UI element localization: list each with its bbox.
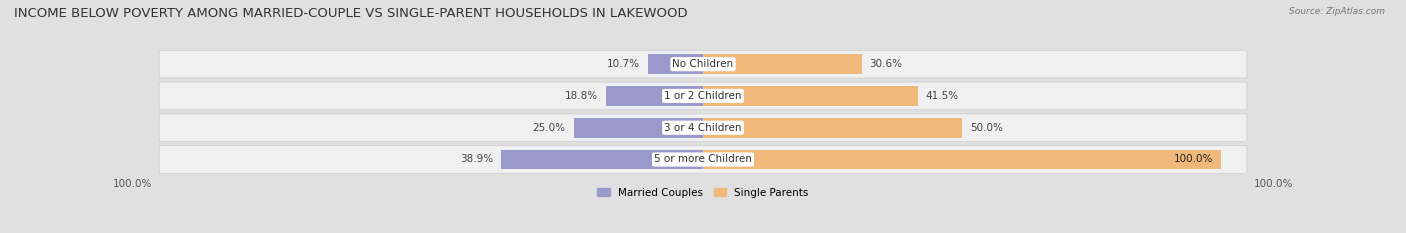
Text: 3 or 4 Children: 3 or 4 Children: [664, 123, 742, 133]
Text: Source: ZipAtlas.com: Source: ZipAtlas.com: [1289, 7, 1385, 16]
FancyBboxPatch shape: [159, 114, 1247, 141]
Text: 18.8%: 18.8%: [565, 91, 598, 101]
Legend: Married Couples, Single Parents: Married Couples, Single Parents: [593, 183, 813, 202]
Bar: [703, 150, 1220, 169]
Text: 50.0%: 50.0%: [970, 123, 1002, 133]
Text: 30.6%: 30.6%: [869, 59, 903, 69]
Bar: [574, 118, 703, 137]
Text: 10.7%: 10.7%: [607, 59, 640, 69]
Bar: [703, 86, 918, 106]
Bar: [502, 150, 703, 169]
Bar: [703, 118, 962, 137]
FancyBboxPatch shape: [159, 82, 1247, 110]
FancyBboxPatch shape: [159, 50, 1247, 78]
Text: INCOME BELOW POVERTY AMONG MARRIED-COUPLE VS SINGLE-PARENT HOUSEHOLDS IN LAKEWOO: INCOME BELOW POVERTY AMONG MARRIED-COUPL…: [14, 7, 688, 20]
Text: 100.0%: 100.0%: [1254, 179, 1294, 189]
Text: No Children: No Children: [672, 59, 734, 69]
Text: 1 or 2 Children: 1 or 2 Children: [664, 91, 742, 101]
Bar: [648, 54, 703, 74]
Text: 25.0%: 25.0%: [533, 123, 565, 133]
Text: 38.9%: 38.9%: [461, 154, 494, 164]
Bar: [703, 54, 862, 74]
Text: 100.0%: 100.0%: [1174, 154, 1213, 164]
Text: 100.0%: 100.0%: [112, 179, 152, 189]
Text: 5 or more Children: 5 or more Children: [654, 154, 752, 164]
Bar: [606, 86, 703, 106]
FancyBboxPatch shape: [159, 146, 1247, 173]
Text: 41.5%: 41.5%: [925, 91, 959, 101]
